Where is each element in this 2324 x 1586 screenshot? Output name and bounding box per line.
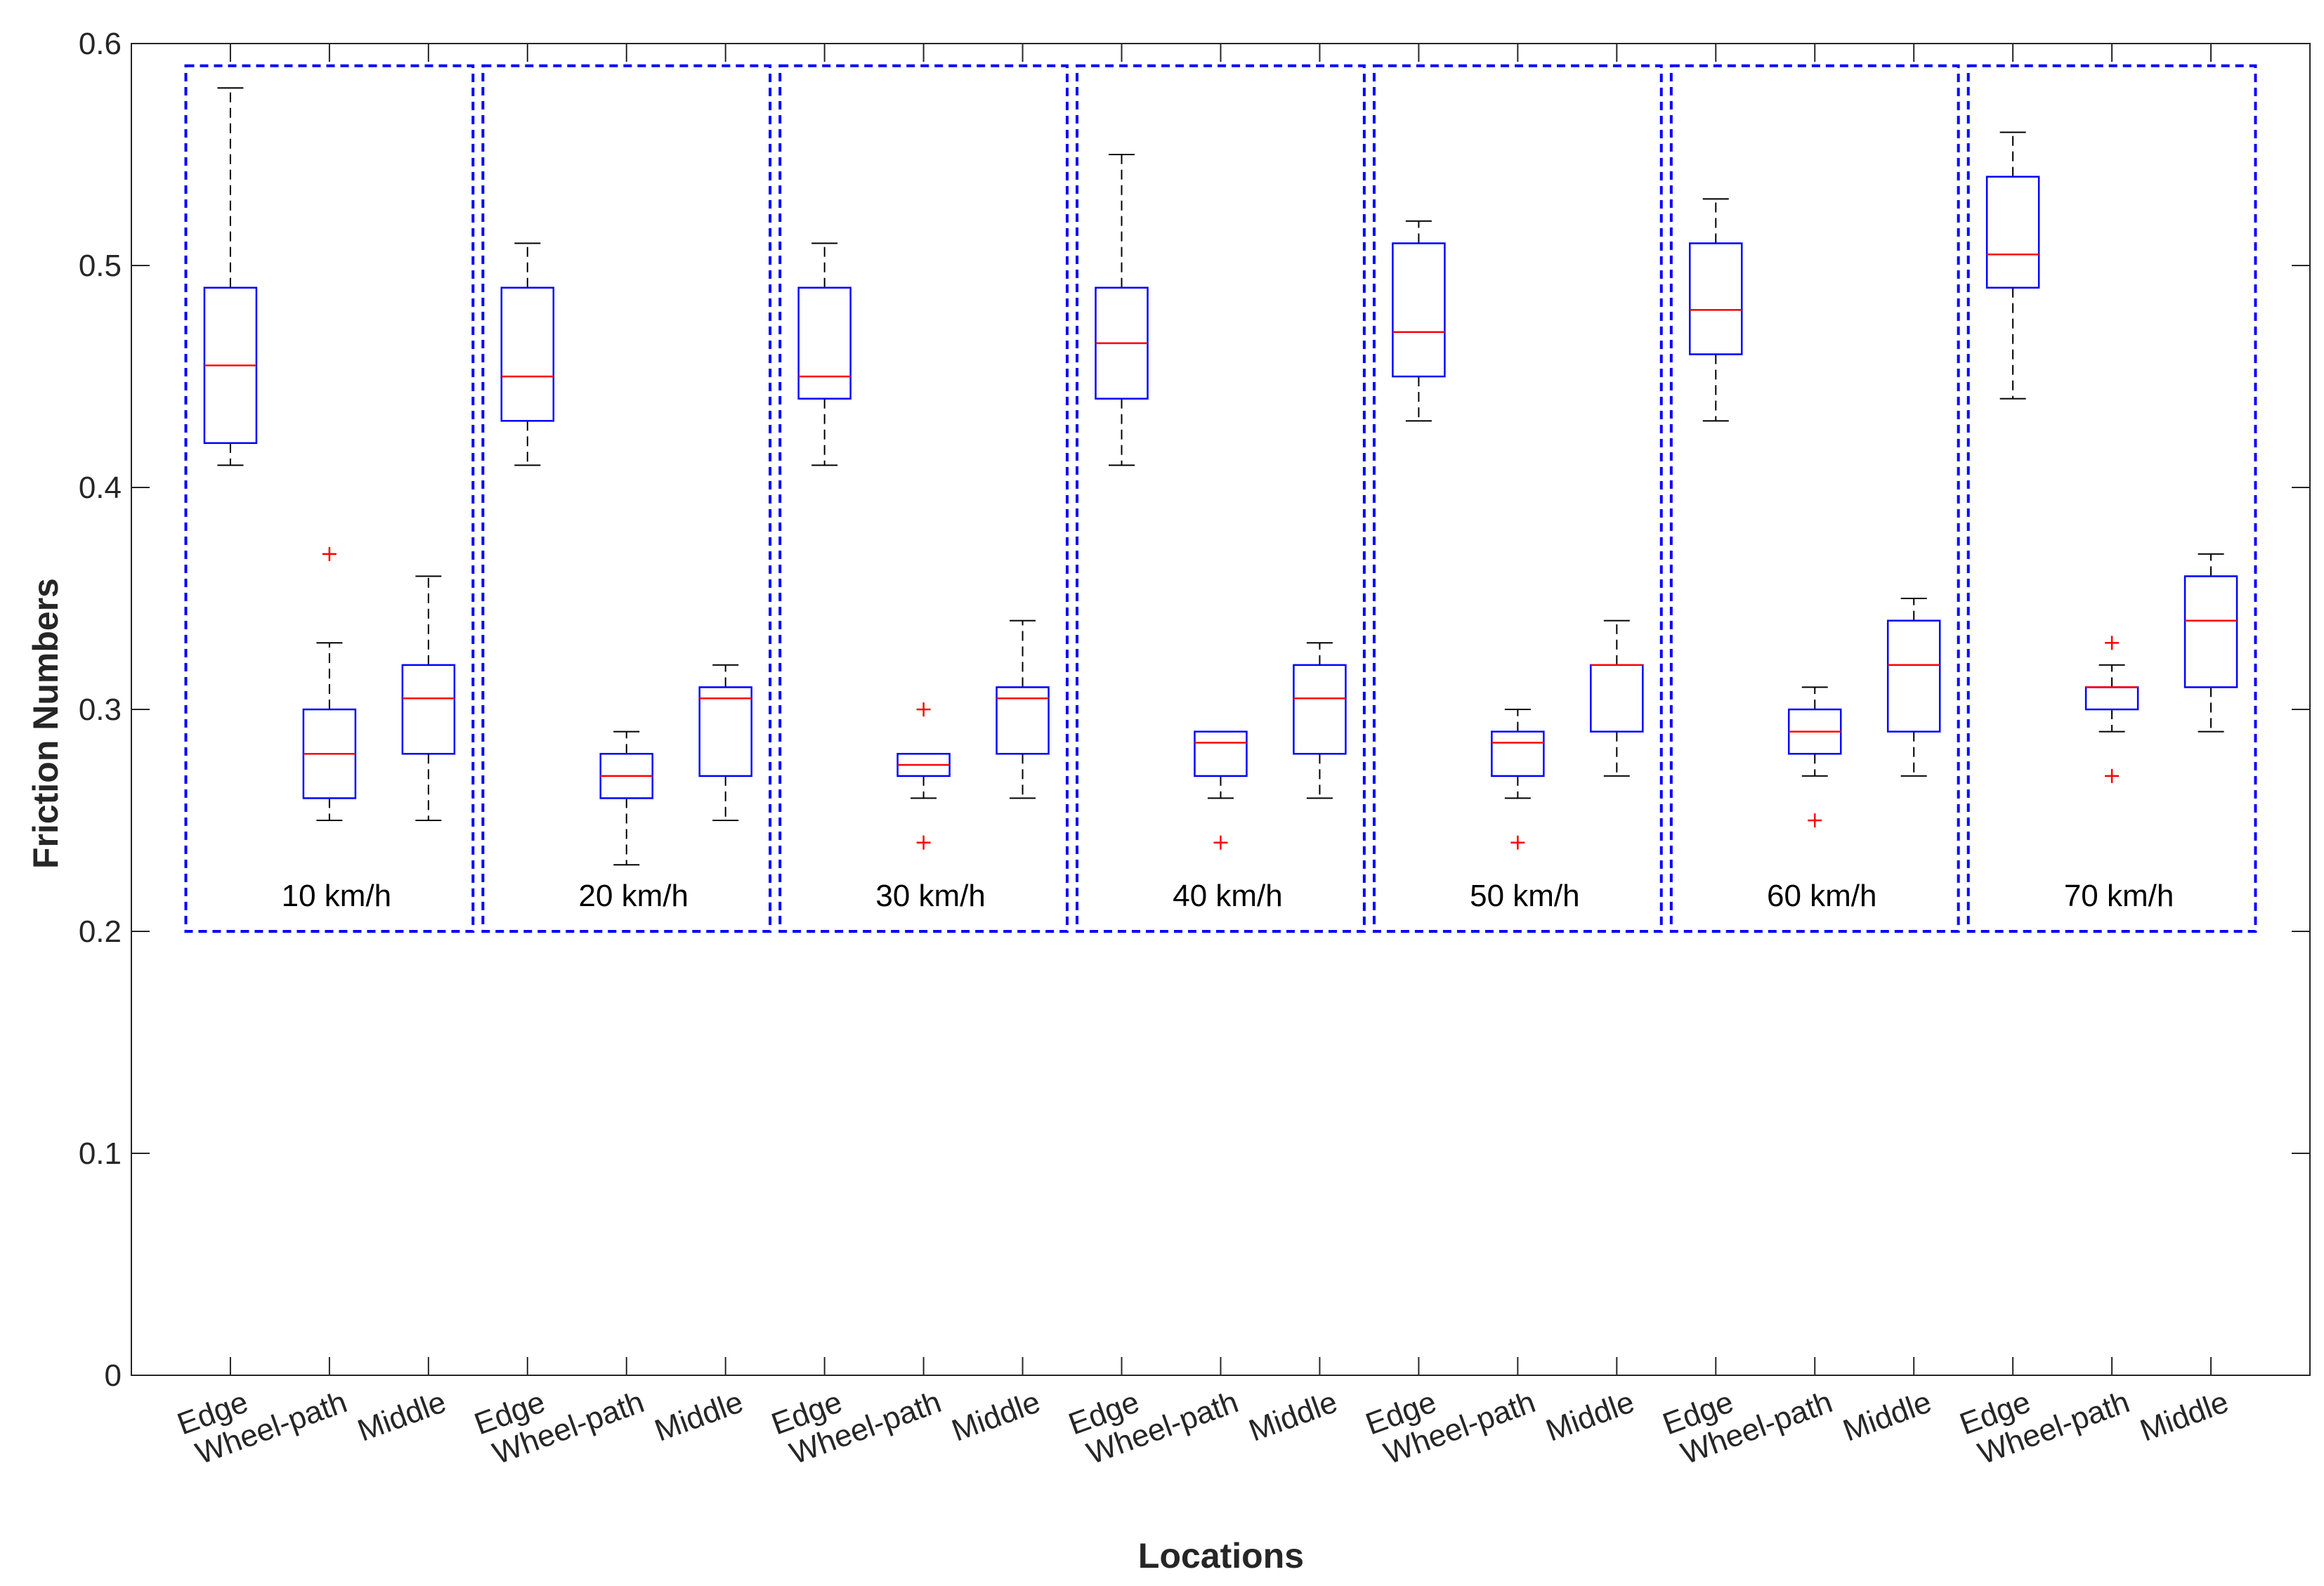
- box: [1689, 242, 1743, 355]
- outlier-marker: [1510, 835, 1525, 850]
- x-axis-title: Locations: [1138, 1536, 1304, 1575]
- plot-marks: [203, 87, 2238, 866]
- y-tick-label: 0: [105, 1358, 122, 1393]
- y-tick-label: 0.5: [79, 249, 122, 283]
- box: [1886, 620, 1941, 733]
- outlier-marker: [322, 546, 337, 561]
- box: [797, 287, 851, 400]
- group-label: 70 km/h: [2064, 879, 2174, 913]
- box: [995, 686, 1050, 755]
- group-label: 10 km/h: [282, 879, 392, 913]
- box: [1194, 730, 1248, 778]
- y-axis-title: Friction Numbers: [26, 578, 65, 869]
- box: [1293, 664, 1347, 755]
- outlier-marker: [916, 702, 931, 716]
- group-frame: [1076, 64, 1366, 933]
- group-frames: 10 km/h 20 km/h 30 km/h 40 km/h 50 km/h 60 km…: [184, 64, 2257, 933]
- box: [2183, 575, 2238, 688]
- group-frame: [184, 64, 475, 933]
- outlier-marker: [2105, 768, 2120, 783]
- box: [1985, 176, 2040, 289]
- y-tick-label: 0.2: [79, 915, 122, 949]
- group-frame: [1372, 64, 1663, 933]
- group-label: 40 km/h: [1173, 879, 1283, 913]
- outlier-marker: [916, 835, 931, 850]
- group-label: 50 km/h: [1470, 879, 1580, 913]
- y-tick-label: 0.3: [79, 693, 122, 727]
- group-label: 20 km/h: [579, 879, 689, 913]
- box: [500, 287, 555, 422]
- outlier-marker: [1808, 813, 1822, 827]
- group-frame: [1669, 64, 1960, 933]
- group-label: 60 km/h: [1767, 879, 1877, 913]
- box: [1491, 730, 1545, 778]
- y-tick-label: 0.4: [79, 471, 122, 505]
- box: [401, 664, 456, 755]
- group-label: 30 km/h: [875, 879, 986, 913]
- group-frame: [778, 64, 1069, 933]
- group-frame: [1966, 64, 2257, 933]
- box: [698, 686, 752, 778]
- box: [1392, 242, 1446, 378]
- y-tick-label: 0.1: [79, 1136, 122, 1171]
- group-frame: [481, 64, 772, 933]
- y-tick-label: 0.6: [79, 27, 122, 61]
- outlier-marker: [2105, 636, 2120, 650]
- outlier-marker: [1213, 835, 1228, 850]
